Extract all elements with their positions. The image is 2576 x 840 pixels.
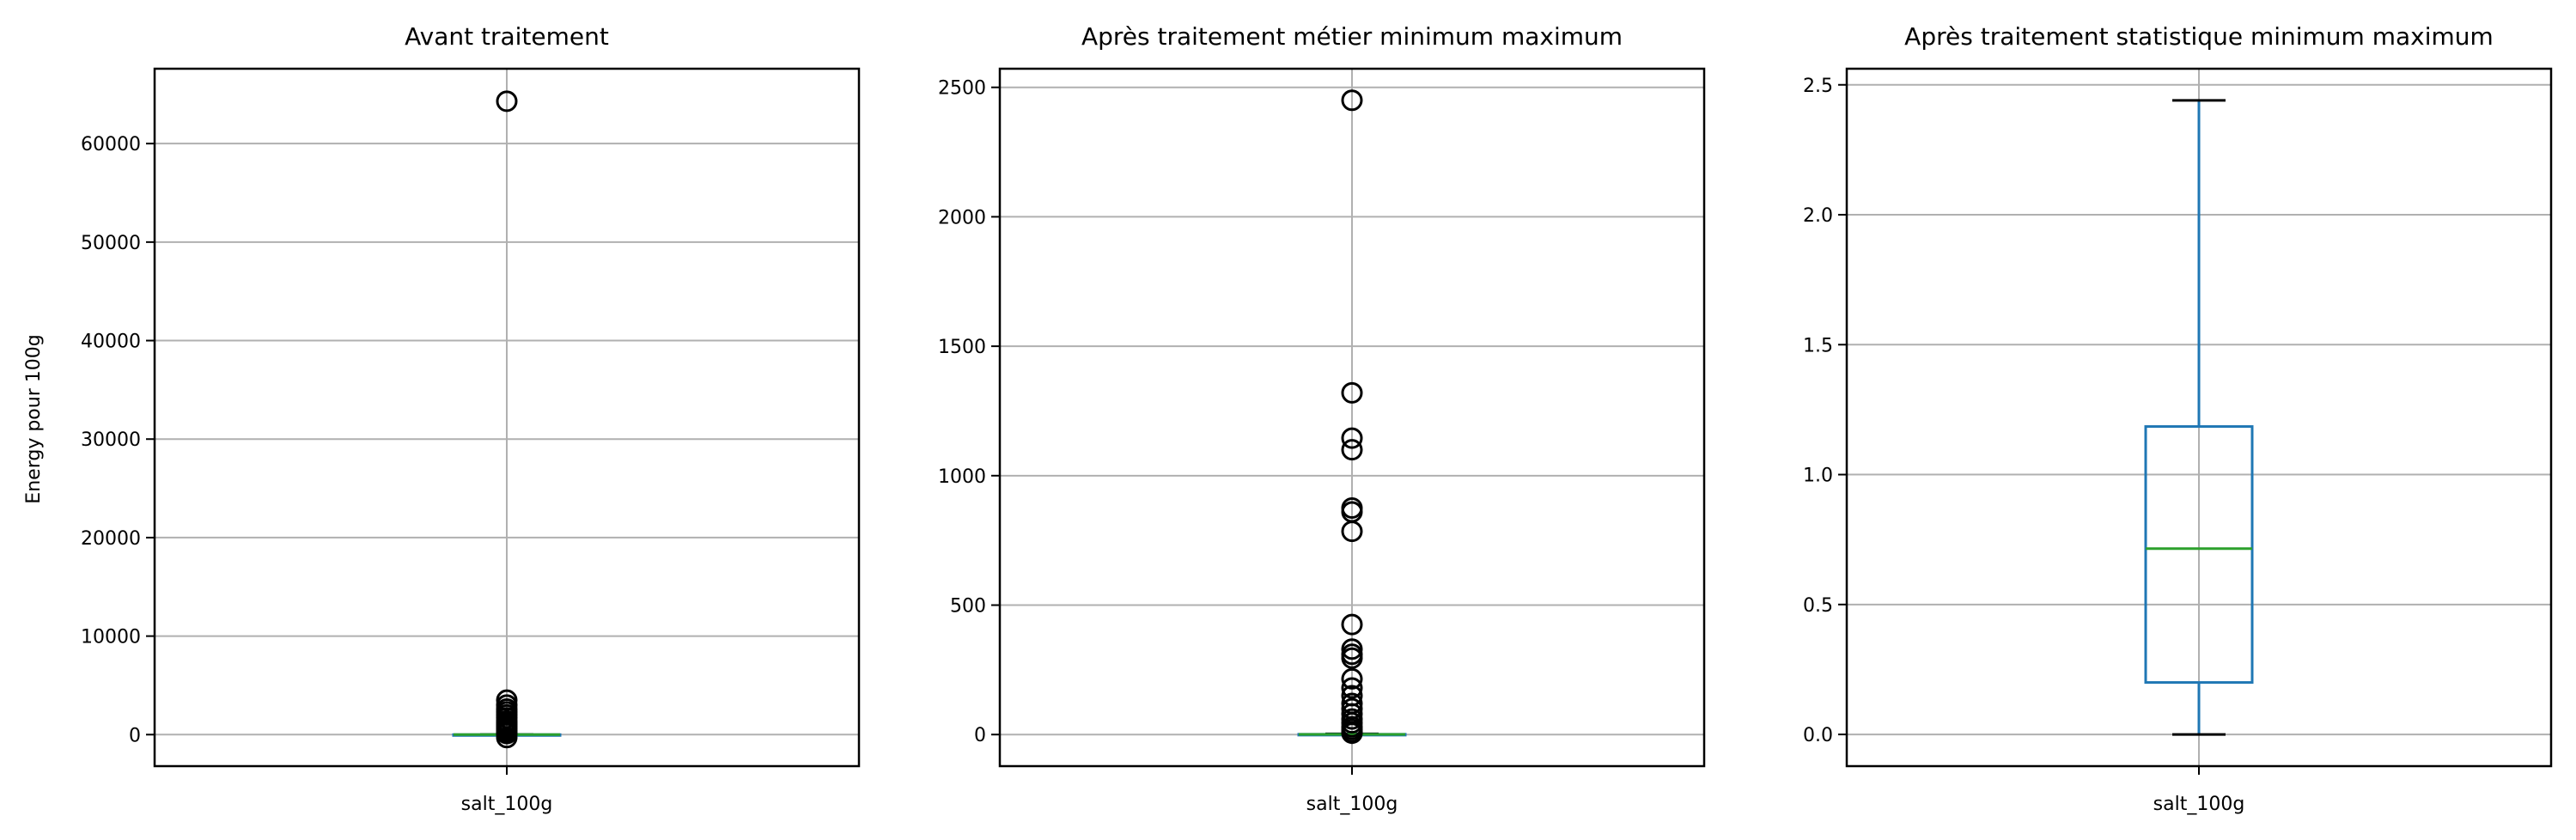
- outlier-point: [1341, 722, 1363, 745]
- y-tick-label: 1500: [938, 337, 986, 358]
- outlier-point: [1341, 520, 1363, 543]
- y-tick-label: 2500: [938, 78, 986, 100]
- x-tick-label: salt_100g: [2153, 794, 2245, 815]
- axes-frame: [1845, 67, 2553, 768]
- axes-frame: [153, 67, 861, 768]
- iqr-box: [2144, 425, 2254, 685]
- chart-title: Avant traitement: [405, 22, 609, 51]
- y-tick-label: 500: [950, 596, 986, 618]
- outlier-point: [496, 727, 518, 749]
- y-tick-label: 1000: [938, 466, 986, 488]
- outlier-point: [1341, 677, 1363, 699]
- y-tick-label: 1.0: [1803, 466, 1833, 487]
- outlier-point: [1341, 647, 1363, 669]
- y-tick-label: 0.0: [1803, 725, 1833, 746]
- panel-apres-traitement-metier: Après traitement métier minimum maximum …: [938, 22, 1706, 815]
- x-tick-label: salt_100g: [461, 794, 553, 815]
- y-axis-label: Energy pour 100g: [23, 334, 45, 503]
- outlier-point: [1341, 381, 1363, 404]
- outlier-point: [496, 90, 518, 113]
- axes-frame: [998, 67, 1706, 768]
- y-tick-label: 2000: [938, 207, 986, 228]
- panel-avant-traitement: Avant traitement Energy pour 100g salt_1…: [23, 22, 861, 815]
- y-tick-label: 0: [129, 725, 141, 746]
- y-tick-label: 2.5: [1803, 76, 1833, 97]
- y-tick-label: 50000: [81, 233, 141, 254]
- y-tick-label: 40000: [81, 332, 141, 353]
- chart-title: Après traitement métier minimum maximum: [1081, 22, 1623, 51]
- outlier-point: [1341, 439, 1363, 461]
- x-tick-label: salt_100g: [1306, 794, 1398, 815]
- outlier-point: [1341, 89, 1363, 112]
- outlier-point: [1341, 667, 1363, 690]
- y-tick-label: 0.5: [1803, 595, 1833, 617]
- outlier-point: [1341, 613, 1363, 636]
- outlier-point: [1341, 427, 1363, 449]
- panel-apres-traitement-statistique: Après traitement statistique minimum max…: [1803, 22, 2553, 815]
- y-tick-label: 60000: [81, 134, 141, 155]
- y-tick-label: 1.5: [1803, 335, 1833, 356]
- chart-title: Après traitement statistique minimum max…: [1904, 22, 2494, 51]
- outlier-point: [1341, 638, 1363, 660]
- y-tick-label: 2.0: [1803, 205, 1833, 227]
- y-tick-label: 30000: [81, 429, 141, 451]
- y-tick-label: 0: [974, 725, 986, 746]
- y-tick-label: 20000: [81, 528, 141, 550]
- y-tick-label: 10000: [81, 627, 141, 648]
